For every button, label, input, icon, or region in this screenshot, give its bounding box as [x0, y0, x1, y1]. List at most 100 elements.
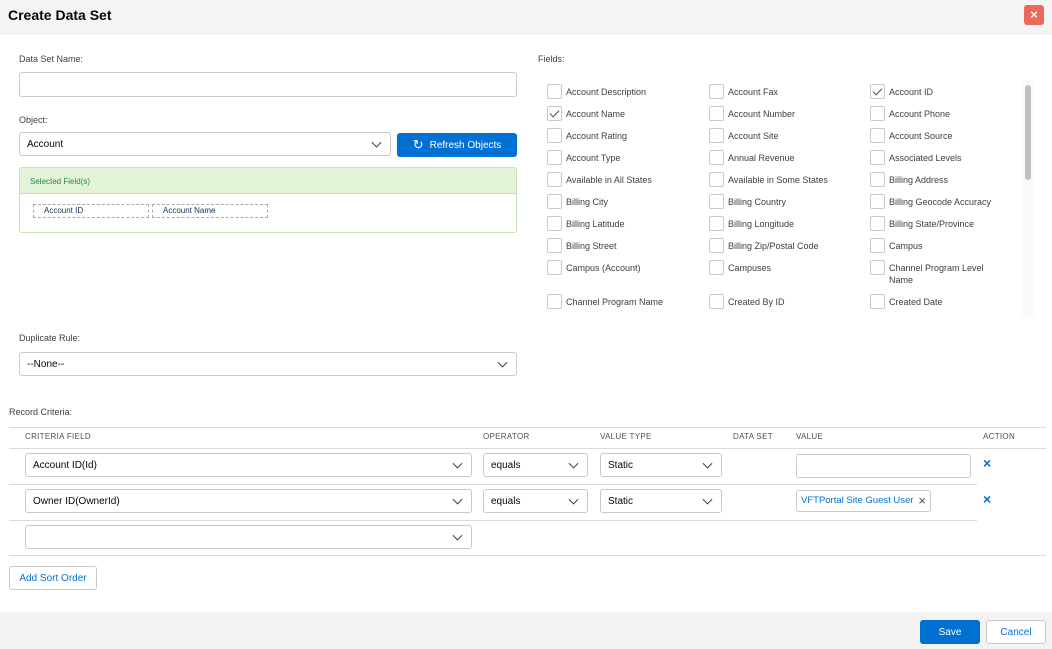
field-label: Account Site [728, 131, 779, 141]
label: Record Criteria: [9, 407, 73, 417]
checkbox[interactable] [709, 128, 724, 143]
field-label: Billing Street [566, 241, 617, 251]
panel-title: Selected Field(s) [30, 177, 91, 186]
value-pill[interactable]: VFTPortal Site Guest User × [796, 490, 931, 512]
pill-label: VFTPortal Site Guest User [801, 495, 914, 506]
header-bar [0, 0, 1052, 35]
field-chip[interactable]: Account ID [33, 204, 149, 218]
field-label: Associated Levels [889, 153, 962, 163]
close-button[interactable]: × [1024, 5, 1044, 25]
checkbox[interactable] [709, 106, 724, 121]
checkbox[interactable] [547, 294, 562, 309]
checkbox[interactable] [547, 238, 562, 253]
field-label: Account Rating [566, 131, 628, 141]
row-divider [9, 484, 977, 485]
label: Fields: [538, 54, 565, 64]
checkbox[interactable] [709, 84, 724, 99]
checkbox[interactable] [547, 84, 562, 99]
checkbox[interactable] [870, 128, 885, 143]
checkbox[interactable] [547, 128, 562, 143]
select[interactable]: Static [600, 453, 722, 477]
checkbox[interactable] [547, 106, 562, 121]
scroll-thumb[interactable] [1025, 85, 1031, 180]
field-label: Billing Address [889, 175, 949, 185]
dialog-title: Create Data Set [8, 7, 112, 23]
field-label: Created By ID [728, 297, 785, 307]
table-border [9, 427, 1046, 428]
select-value: Owner ID(OwnerId) [33, 495, 120, 507]
text-input[interactable] [19, 72, 517, 97]
field-label: Account Source [889, 131, 953, 141]
select[interactable]: equals [483, 453, 588, 477]
select[interactable]: Owner ID(OwnerId) [25, 489, 472, 513]
checkbox[interactable] [870, 260, 885, 275]
column-header: VALUE [796, 432, 824, 441]
checkbox[interactable] [870, 106, 885, 121]
select-value: equals [491, 459, 521, 471]
column-header: DATA SET [733, 432, 773, 441]
scrollbar[interactable] [1022, 80, 1034, 316]
checkbox[interactable] [709, 238, 724, 253]
field-label: Channel Program Name [566, 297, 664, 307]
field-chip[interactable]: Account Name [152, 204, 268, 218]
select-value: Static [608, 495, 634, 507]
checkbox[interactable] [870, 216, 885, 231]
delete-icon[interactable]: × [983, 455, 992, 471]
checkbox[interactable] [709, 150, 724, 165]
checkbox[interactable] [547, 172, 562, 187]
delete-icon[interactable]: × [983, 491, 992, 507]
select[interactable] [25, 525, 472, 549]
label: Duplicate Rule: [19, 333, 81, 343]
checkbox[interactable] [709, 172, 724, 187]
checkbox[interactable] [709, 194, 724, 209]
save-button[interactable]: Save [920, 620, 980, 644]
select-value: Static [608, 459, 634, 471]
column-header: ACTION [983, 432, 1016, 441]
refresh-button[interactable]: ↻ Refresh Objects [397, 133, 517, 157]
remove-icon[interactable]: × [918, 493, 926, 508]
checkbox[interactable] [547, 216, 562, 231]
cancel-button[interactable]: Cancel [986, 620, 1046, 644]
criteria-table: CRITERIA FIELD OPERATOR VALUE TYPE DATA SET… [0, 0, 1052, 600]
select[interactable]: Account ID(Id) [25, 453, 472, 477]
text-input[interactable] [796, 454, 971, 478]
checkbox[interactable] [547, 150, 562, 165]
icon: ↻ [412, 137, 424, 152]
checkbox[interactable] [709, 294, 724, 309]
field-label: Billing Longitude [728, 219, 795, 229]
field-label: Created Date [889, 297, 943, 307]
select[interactable]: Account [19, 132, 391, 156]
column-header: OPERATOR [483, 432, 530, 441]
checkbox[interactable] [870, 84, 885, 99]
checkbox[interactable] [547, 260, 562, 275]
checkbox[interactable] [709, 216, 724, 231]
footer [0, 612, 1052, 649]
select-value: Account [27, 138, 64, 150]
checkbox[interactable] [870, 294, 885, 309]
field-label: Annual Revenue [728, 153, 795, 163]
checkbox[interactable] [709, 260, 724, 275]
panel-header [20, 168, 516, 194]
checkbox[interactable] [547, 194, 562, 209]
select[interactable]: Static [600, 489, 722, 513]
field-label: Available in All States [566, 175, 652, 185]
select-value: Account ID(Id) [33, 459, 97, 471]
field-label: Campus (Account) [566, 263, 641, 273]
checkbox[interactable] [870, 150, 885, 165]
add-sort-order-button[interactable]: Add Sort Order [9, 566, 97, 590]
button-label: Refresh Objects [429, 139, 502, 151]
field-label: Account Description [566, 87, 647, 97]
field-label: Billing Zip/Postal Code [728, 241, 819, 251]
checkbox[interactable] [870, 238, 885, 253]
field-label: Billing Latitude [566, 219, 625, 229]
field-label: Billing State/Province [889, 219, 975, 229]
field-label: Billing City [566, 197, 609, 207]
field-label: Billing Country [728, 197, 787, 207]
select[interactable]: equals [483, 489, 588, 513]
select[interactable]: --None-- [19, 352, 517, 376]
table-divider [9, 448, 1046, 449]
table-border [9, 555, 1046, 556]
checkbox[interactable] [870, 194, 885, 209]
checkbox[interactable] [870, 172, 885, 187]
field-label: Account Number [728, 109, 796, 119]
